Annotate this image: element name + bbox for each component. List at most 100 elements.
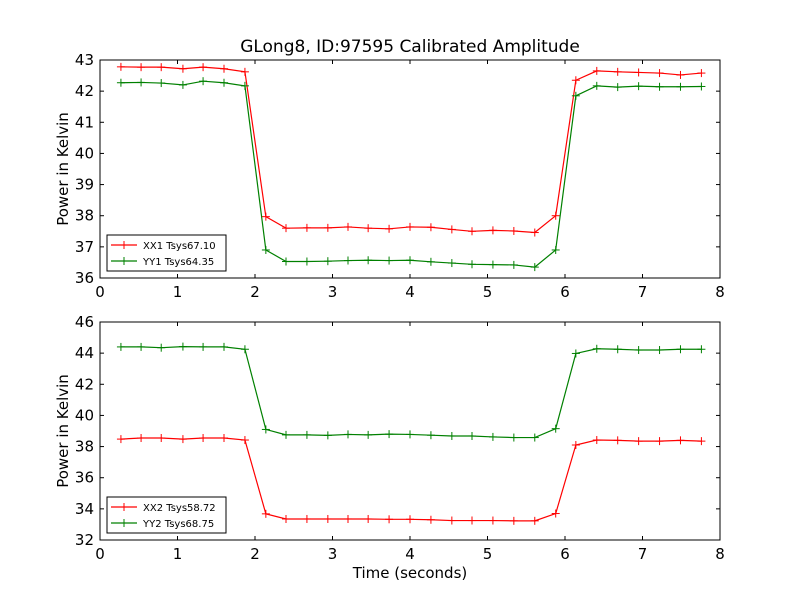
bottom-series-2-point bbox=[364, 430, 373, 439]
bottom-xtick-label: 5 bbox=[483, 545, 493, 563]
bottom-series-2-point bbox=[613, 345, 622, 354]
bottom-series-1-point bbox=[178, 435, 187, 444]
top-series-1-point bbox=[178, 64, 187, 73]
top-series-1-point bbox=[634, 68, 643, 77]
bottom-xlabel: Time (seconds) bbox=[352, 564, 468, 582]
bottom-series-1-point bbox=[634, 437, 643, 446]
bottom-series-2-point bbox=[116, 342, 125, 351]
bottom-ytick-label: 36 bbox=[75, 469, 94, 487]
bottom-series-1-point bbox=[676, 436, 685, 445]
top-series-1-point bbox=[468, 227, 476, 236]
top-series-1-point bbox=[551, 211, 560, 220]
top-series-1-point bbox=[364, 224, 373, 233]
bottom-axes-frame bbox=[99, 321, 721, 541]
bottom-ytick-label: 38 bbox=[75, 438, 94, 456]
bottom-xtick-label: 1 bbox=[173, 545, 183, 563]
bottom-legend-box bbox=[106, 496, 227, 534]
bottom-series-2-point bbox=[344, 430, 352, 439]
bottom-series-2-point bbox=[302, 430, 311, 439]
top-ytick-label: 38 bbox=[75, 207, 94, 225]
bottom-series-2-point bbox=[157, 343, 166, 352]
top-series-2-point bbox=[178, 80, 187, 89]
bottom-series-2-point bbox=[240, 345, 249, 354]
top-plot: 0 1 2 3 4 5 6 7 8 36 37 38 39 40 41 42 43 Power in Kelvin… bbox=[54, 51, 725, 301]
top-series-1-point bbox=[385, 224, 394, 233]
bottom-series-2-point bbox=[426, 431, 435, 440]
bottom-series-1-point bbox=[406, 515, 414, 524]
top-series-1-point bbox=[592, 66, 601, 75]
bottom-series-2-point bbox=[697, 345, 706, 354]
bottom-series-1-point bbox=[592, 436, 601, 445]
top-series-1-point bbox=[406, 222, 414, 231]
top-series-1-point bbox=[509, 226, 518, 235]
bottom-xtick-label: 4 bbox=[405, 545, 415, 563]
top-series-1-point bbox=[137, 63, 146, 72]
top-ytick-label: 41 bbox=[75, 113, 94, 131]
top-ytick-label: 40 bbox=[75, 144, 94, 162]
top-series-2-point bbox=[655, 82, 664, 91]
top-series-1-point bbox=[282, 224, 290, 233]
bottom-series-2-point bbox=[261, 425, 270, 434]
top-series-1-point bbox=[676, 70, 685, 79]
bottom-series-1-point bbox=[447, 516, 456, 525]
top-series-1-point bbox=[116, 62, 125, 71]
top-series-1-point bbox=[571, 76, 580, 85]
bottom-series-2-point bbox=[655, 346, 664, 355]
bottom-series-2-point bbox=[137, 342, 146, 351]
bottom-ytick-label: 40 bbox=[75, 406, 94, 424]
bottom-series-2-point bbox=[178, 342, 187, 351]
top-xtick-label: 7 bbox=[638, 283, 648, 301]
top-series-2-point bbox=[157, 79, 166, 88]
top-xtick-label: 0 bbox=[95, 283, 105, 301]
top-series-2-point bbox=[634, 82, 643, 91]
top-axes-frame bbox=[99, 59, 721, 279]
bottom-series-1-point bbox=[613, 436, 622, 445]
top-series-1-point bbox=[302, 223, 311, 232]
top-series-2-point bbox=[697, 82, 706, 91]
bottom-ytick-label: 34 bbox=[75, 500, 94, 518]
top-series-1-point bbox=[697, 69, 706, 78]
top-series-1-point bbox=[220, 64, 228, 73]
top-series-1-point bbox=[157, 63, 166, 72]
top-series-2-point bbox=[137, 78, 146, 87]
bottom-series-1-point bbox=[282, 514, 290, 523]
top-legend-box bbox=[106, 234, 227, 272]
top-series-2-point bbox=[323, 257, 332, 266]
bottom-series-2-point bbox=[220, 342, 228, 351]
bottom-series-2-point bbox=[199, 342, 208, 351]
bottom-series-2-point bbox=[323, 431, 332, 440]
bottom-series-2-point bbox=[509, 433, 518, 442]
bottom-series-1-point bbox=[220, 434, 228, 443]
bottom-xtick-label: 0 bbox=[95, 545, 105, 563]
top-series-2-point bbox=[509, 260, 518, 269]
top-series-1-point bbox=[426, 223, 435, 232]
top-series-2-point bbox=[592, 81, 601, 90]
bottom-series-2-point bbox=[385, 430, 394, 439]
top-ytick-label: 36 bbox=[75, 269, 94, 287]
top-series-2-point bbox=[530, 263, 539, 272]
bottom-xtick-label: 3 bbox=[328, 545, 338, 563]
top-series-2-point bbox=[488, 260, 497, 269]
bottom-xtick-label: 2 bbox=[250, 545, 260, 563]
top-ytick-label: 43 bbox=[75, 51, 94, 69]
bottom-ytick-label: 46 bbox=[75, 313, 94, 331]
bottom-series-2-point bbox=[551, 424, 560, 433]
top-series-2-point bbox=[364, 256, 373, 265]
bottom-series-1-point bbox=[323, 514, 332, 523]
bottom-series-1-point bbox=[344, 514, 352, 523]
bottom-xtick-label: 6 bbox=[560, 545, 570, 563]
bottom-series-1-point bbox=[240, 436, 249, 445]
bottom-series-2-point bbox=[530, 433, 539, 442]
bottom-series-1-point bbox=[488, 516, 497, 525]
top-series-1-point bbox=[655, 69, 664, 78]
bottom-series-1-point bbox=[571, 441, 580, 450]
top-series-2-point bbox=[551, 245, 560, 254]
bottom-series-2-point bbox=[447, 431, 456, 440]
top-series-2-point bbox=[302, 257, 311, 266]
bottom-series-2-point bbox=[592, 344, 601, 353]
bottom-series-1-point bbox=[509, 516, 518, 525]
bottom-series-2-point bbox=[571, 349, 580, 358]
bottom-series-1-point bbox=[364, 514, 373, 523]
top-series-2-point bbox=[385, 256, 394, 265]
